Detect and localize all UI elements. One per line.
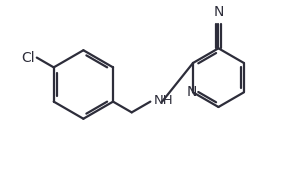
Text: Cl: Cl (21, 51, 35, 65)
Text: NH: NH (153, 94, 173, 107)
Text: N: N (213, 5, 224, 19)
Text: N: N (187, 85, 197, 99)
